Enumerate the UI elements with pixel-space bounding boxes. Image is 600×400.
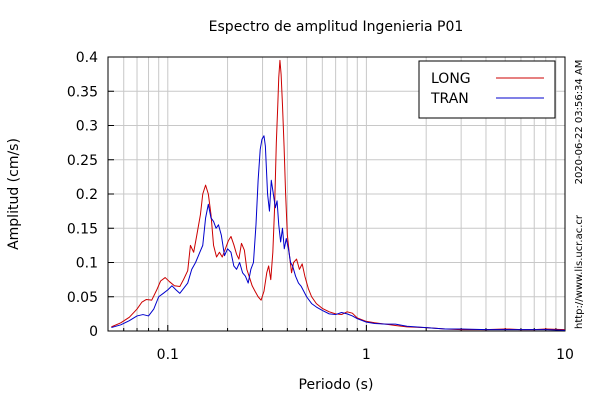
y-tick-label: 0.35 [67, 84, 98, 100]
y-tick-label: 0.15 [67, 221, 98, 237]
series-line-long [111, 59, 566, 331]
legend-box [418, 60, 556, 119]
y-tick-label: 0.4 [76, 50, 98, 66]
x-tick-label: 1 [362, 347, 371, 363]
x-tick-label: 10 [556, 347, 574, 363]
y-tick-label: 0.05 [67, 290, 98, 306]
x-tick-label: 0.1 [157, 347, 179, 363]
y-axis-label: Amplitud (cm/s) [6, 138, 22, 250]
y-tick-label: 0.25 [67, 153, 98, 169]
series-layer [111, 59, 566, 331]
series-line-tran [111, 135, 566, 331]
legend: LONG TRAN [418, 60, 556, 119]
timestamp-label: 2020-06-22 03:56:34 AM [574, 60, 585, 185]
x-axis-label: Periodo (s) [299, 377, 374, 393]
chart-title: Espectro de amplitud Ingenieria P01 [209, 19, 464, 35]
axis-tick-labels: 0 0.05 0.1 0.15 0.2 0.25 0.3 0.35 0.4 0.1 1 10 [67, 50, 574, 363]
y-tick-label: 0 [89, 324, 98, 340]
grid-lines [108, 57, 565, 331]
y-tick-label: 0.2 [76, 187, 98, 203]
y-tick-label: 0.1 [76, 256, 98, 272]
website-url-label: http://www.lis.ucr.ac.cr [574, 214, 585, 329]
y-tick-label: 0.3 [76, 119, 98, 135]
legend-label-long: LONG [431, 71, 471, 87]
legend-label-tran: TRAN [430, 91, 469, 107]
axis-ticks [108, 56, 557, 332]
